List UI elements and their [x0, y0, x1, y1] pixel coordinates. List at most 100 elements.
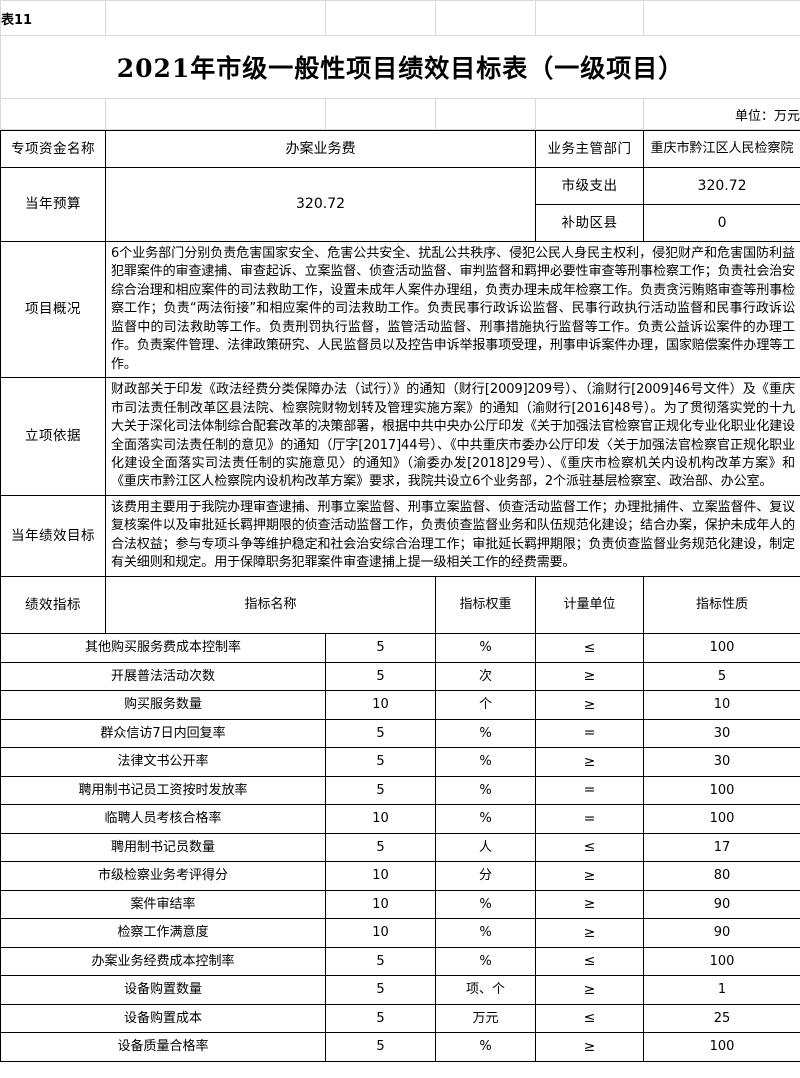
col-header-weight: 指标权重 [434, 575, 537, 635]
indicator-nature: ≥ [535, 975, 645, 1005]
city-expense-label: 市级支出 [535, 167, 645, 205]
indicator-nature: ≤ [535, 1003, 645, 1034]
table-row: 法律文书公开率 5% ≥30 [0, 747, 800, 777]
table-row: 设备购置成本 5 万元 ≤25 [0, 1003, 800, 1034]
table-row: 办案业务经费成本控制率 5% ≤100 [0, 946, 800, 977]
basis-text: 财政部关于印发《政法经费分类保障办法（试行）》的通知（财行[2009]209号）… [104, 377, 800, 496]
goals-row: 当年绩效目标 该费用主要用于我院办理审查逮捕、刑事立案监督、刑事立案监督、侦查活… [0, 494, 800, 577]
indicator-name: 设备购置成本 [0, 1003, 326, 1034]
indicator-weight: 5 [325, 747, 436, 777]
indicator-value: 100 [643, 633, 800, 663]
table-row: 聘用制书记员数量 5 人 ≤17 [0, 832, 800, 863]
indicator-unit: 人 [434, 832, 537, 863]
indicator-name: 检察工作满意度 [0, 918, 326, 948]
col-header-indicator-name: 指标名称 [105, 575, 436, 635]
indicator-unit: % [434, 946, 537, 977]
indicator-unit: 万元 [434, 1003, 537, 1034]
indicator-name: 办案业务经费成本控制率 [0, 946, 326, 977]
table-tag-row: 表11 [0, 0, 800, 36]
indicator-nature: ≥ [535, 747, 645, 777]
indicator-name: 聘用制书记员数量 [0, 832, 326, 863]
indicator-name: 群众信访7日内回复率 [0, 718, 326, 749]
fund-name-value: 办案业务费 [104, 130, 537, 168]
indicator-weight: 5 [325, 661, 436, 692]
indicator-unit: % [434, 1032, 537, 1062]
indicator-weight: 5 [325, 718, 436, 749]
indicator-name: 开展普法活动次数 [0, 661, 326, 692]
empty-cell [435, 0, 536, 36]
table-row: 购买服务数量 10 个 ≥10 [0, 690, 800, 720]
indicator-value: 30 [643, 718, 800, 749]
preamble-grid: 表11 2021年市级一般性项目绩效目标表（一级项目） 单位：万元 [0, 0, 800, 130]
indicator-name: 设备购置数量 [0, 975, 326, 1005]
empty-cell [535, 98, 644, 130]
budget-label: 当年预算 [0, 167, 106, 242]
table-row: 设备购置数量 5 项、个 ≥1 [0, 975, 800, 1005]
indicator-value: 90 [643, 889, 800, 920]
report-table: 专项资金名称 办案业务费 业务主管部门 重庆市黔江区人民检察院 当年预算 320… [0, 130, 800, 1062]
indicator-header-row: 绩效指标 指标名称 指标权重 计量单位 指标性质 指标值 [0, 575, 800, 635]
table-row: 其他购买服务费成本控制率 5% ≤100 [0, 633, 800, 663]
indicator-name: 临聘人员考核合格率 [0, 804, 326, 834]
table-row: 案件审结率 10% ≥90 [0, 889, 800, 920]
indicator-weight: 5 [325, 633, 436, 663]
indicator-nature: ≤ [535, 946, 645, 977]
indicator-value: 90 [643, 918, 800, 948]
table-row: 临聘人员考核合格率 10% = 100 [0, 804, 800, 834]
indicator-nature: ≤ [535, 832, 645, 863]
table-row: 聘用制书记员工资按时发放率 5% = 100 [0, 775, 800, 806]
city-expense-value: 320.72 [643, 167, 800, 205]
subsidy-row: 补助区县 0 [1, 204, 800, 242]
indicator-weight: 10 [325, 690, 436, 720]
goals-text: 该费用主要用于我院办理审查逮捕、刑事立案监督、刑事立案监督、侦查活动监督工作；办… [104, 494, 800, 577]
indicator-weight: 5 [325, 1032, 436, 1062]
indicator-unit: 项、个 [434, 975, 537, 1005]
indicator-value: 100 [643, 946, 800, 977]
overview-label: 项目概况 [0, 240, 106, 379]
indicator-nature: ≥ [535, 1032, 645, 1062]
indicator-value: 10 [643, 690, 800, 720]
indicator-nature: ≥ [535, 690, 645, 720]
indicator-unit: % [434, 804, 537, 834]
dept-label: 业务主管部门 [535, 130, 645, 168]
indicator-weight: 10 [325, 889, 436, 920]
table-row: 开展普法活动次数 5 次 ≥5 [0, 661, 800, 692]
indicator-weight: 5 [325, 832, 436, 863]
fund-name-label: 专项资金名称 [0, 130, 106, 168]
indicator-rows: 其他购买服务费成本控制率 5% ≤100 开展普法活动次数 5 次 ≥5 购买服务数量 10 个 ≥… [0, 633, 800, 1062]
performance-indicator-label: 绩效指标 [0, 575, 106, 635]
subsidy-label: 补助区县 [535, 204, 645, 242]
page-title-cell: 2021年市级一般性项目绩效目标表（一级项目） [0, 35, 800, 99]
indicator-unit: % [434, 918, 537, 948]
indicator-value: 1 [643, 975, 800, 1005]
indicator-value: 5 [643, 661, 800, 692]
indicator-name: 设备质量合格率 [0, 1032, 326, 1062]
empty-cell [435, 98, 536, 130]
city-expense-row: 当年预算 320.72 市级支出 320.72 [0, 167, 800, 242]
table-row: 市级检察业务考评得分 10 分 ≥80 [0, 861, 800, 891]
indicator-value: 100 [643, 804, 800, 834]
indicator-name: 其他购买服务费成本控制率 [0, 633, 326, 663]
indicator-value: 80 [643, 861, 800, 891]
empty-cell [105, 0, 326, 36]
title-row: 2021年市级一般性项目绩效目标表（一级项目） [0, 35, 800, 99]
indicator-weight: 5 [325, 946, 436, 977]
indicator-weight: 10 [325, 918, 436, 948]
fund-name-row: 专项资金名称 办案业务费 业务主管部门 重庆市黔江区人民检察院 [0, 130, 800, 168]
indicator-unit: % [434, 718, 537, 749]
page-title: 2021年市级一般性项目绩效目标表（一级项目） [116, 54, 685, 83]
indicator-weight: 5 [325, 775, 436, 806]
indicator-nature: ≥ [535, 861, 645, 891]
indicator-unit: % [434, 889, 537, 920]
indicator-weight: 5 [325, 1003, 436, 1034]
goals-label: 当年绩效目标 [0, 494, 106, 577]
empty-cell [325, 98, 436, 130]
budget-value: 320.72 [104, 167, 537, 242]
indicator-weight: 10 [325, 804, 436, 834]
unit-note: 单位：万元 [643, 98, 800, 130]
subsidy-value: 0 [643, 204, 800, 242]
indicator-unit: 次 [434, 661, 537, 692]
table-tag: 表11 [0, 0, 106, 36]
empty-cell [643, 0, 800, 36]
